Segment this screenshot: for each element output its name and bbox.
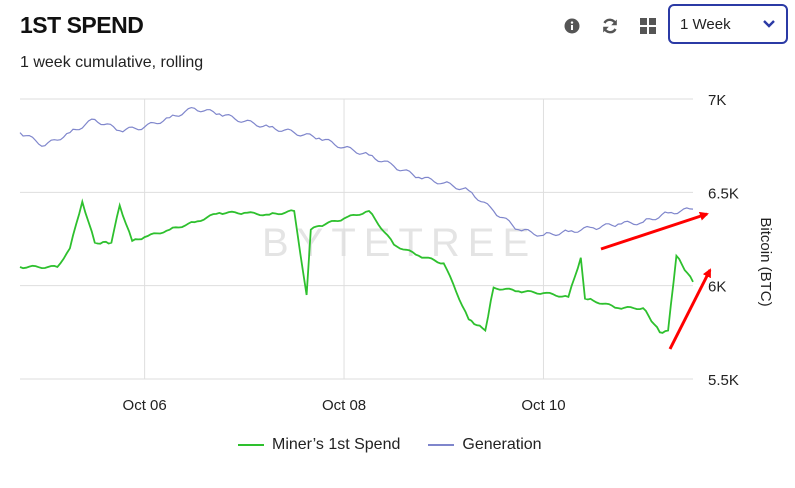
x-tick-label: Oct 06 xyxy=(123,397,167,414)
y-tick-label: 7K xyxy=(708,92,726,109)
refresh-icon[interactable] xyxy=(598,14,622,38)
annotation-arrow xyxy=(600,211,709,251)
series-line-miners-1st-spend xyxy=(19,198,694,334)
legend-swatch xyxy=(428,444,455,446)
legend-label: Miner’s 1st Spend xyxy=(272,436,401,453)
x-tick-label: Oct 08 xyxy=(322,397,366,414)
annotation-arrow xyxy=(668,268,712,350)
y-tick-label: 6K xyxy=(708,279,726,296)
chevron-down-icon xyxy=(763,20,775,28)
page-title: 1ST SPEND xyxy=(20,12,144,38)
y-tick-label: 6.5K xyxy=(708,185,739,202)
period-select-value: 1 Week xyxy=(680,15,731,33)
chart-legend: Miner’s 1st Spend Generation xyxy=(238,436,570,454)
legend-item-miners-1st-spend[interactable]: Miner’s 1st Spend xyxy=(238,436,400,454)
y-tick-label: 5.5K xyxy=(708,372,739,389)
page-subtitle: 1 week cumulative, rolling xyxy=(20,54,204,71)
period-select[interactable]: 1 Week xyxy=(668,4,788,44)
y-axis-label: Bitcoin (BTC) xyxy=(757,217,774,306)
watermark: BYTETREE xyxy=(262,221,537,265)
series-line-generation xyxy=(19,106,694,237)
chart-toolbar xyxy=(560,14,674,38)
x-tick-label: Oct 10 xyxy=(521,397,565,414)
legend-swatch xyxy=(238,444,264,446)
plot-area xyxy=(20,88,693,379)
legend-item-generation[interactable]: Generation xyxy=(428,436,542,454)
grid-icon[interactable] xyxy=(636,14,660,38)
info-icon[interactable] xyxy=(560,14,584,38)
legend-label: Generation xyxy=(462,436,542,453)
